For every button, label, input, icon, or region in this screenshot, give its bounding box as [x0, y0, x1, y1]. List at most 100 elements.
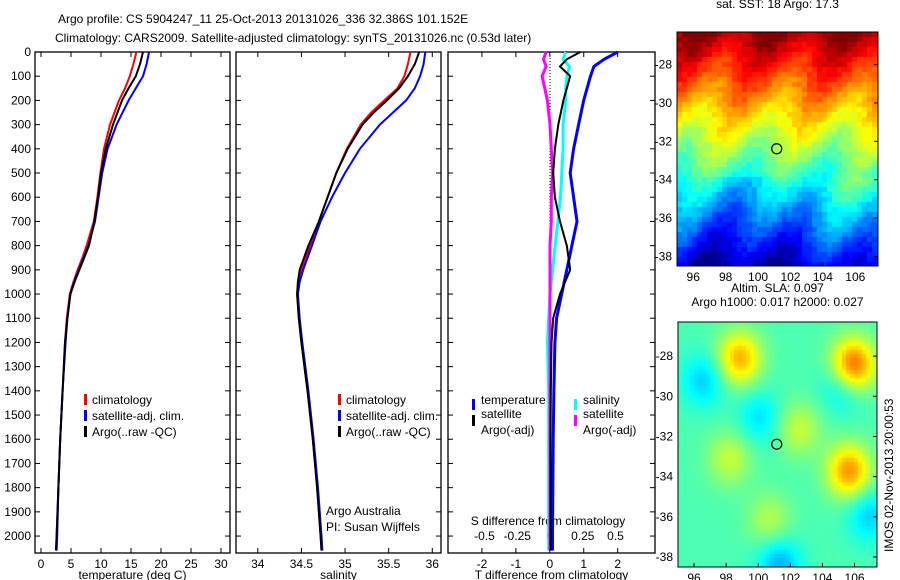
- x-tick-label: 20: [154, 557, 168, 571]
- s-tick-label: 0.5: [607, 529, 624, 543]
- legend-group-title: temperature: [481, 393, 546, 407]
- title-line1: Argo profile: CS 5904247_11 25-Oct-2013 …: [58, 12, 468, 26]
- legend-swatch: [472, 399, 475, 410]
- y-tick-label: 1300: [4, 360, 31, 374]
- lon-tick-label: 102: [780, 571, 800, 580]
- y-tick-label: 900: [11, 263, 31, 277]
- lon-tick-label: 106: [845, 270, 865, 284]
- series-line-argo-raw-qc-: [296, 51, 421, 551]
- legend-swatch: [574, 399, 577, 410]
- lon-tick-label: 98: [719, 270, 733, 284]
- lon-tick-label: 96: [687, 270, 701, 284]
- legend-swatch: [472, 415, 475, 426]
- y-tick-label: 1600: [4, 432, 31, 446]
- legend-label: satellite-adj. clim.: [92, 409, 184, 423]
- lat-tick-label: -34: [656, 470, 674, 484]
- legend-label: satellite: [481, 407, 522, 421]
- legend-swatch: [338, 426, 341, 437]
- sla-map-panel: 96 98 100 102 104 106 -28 -30 -32 -34 -36 -38 Altim.…: [656, 281, 878, 580]
- argo-location-marker: [771, 143, 783, 155]
- y-tick-label: 1000: [4, 287, 31, 301]
- x-tick-label: 25: [184, 557, 198, 571]
- legend-swatch: [338, 410, 341, 421]
- legend-label: Argo(..raw -QC): [346, 425, 431, 439]
- x-tick-label: 5: [68, 557, 75, 571]
- lat-tick-label: -32: [655, 134, 673, 148]
- x-axis-label: temperature (deg C): [78, 568, 186, 580]
- y-tick-label: 600: [11, 190, 31, 204]
- y-tick-label: 1500: [4, 408, 31, 422]
- series-line-t-satellite: [551, 50, 619, 551]
- x-tick-label: 2: [614, 557, 621, 571]
- x-tick-label: 35.5: [377, 557, 401, 571]
- x-tick-label: 0: [546, 557, 553, 571]
- x-tick-label: 15: [124, 557, 138, 571]
- sst-map-image: [677, 32, 878, 266]
- legend-label: satellite: [583, 407, 624, 421]
- x-tick-label: 35: [338, 557, 352, 571]
- map-title: sat. SST: 18 Argo: 17.3: [716, 0, 839, 11]
- footer-timestamp: IMOS 02-Nov-2013 20:00:53: [882, 398, 896, 552]
- y-tick-label: 1100: [5, 311, 31, 325]
- lat-tick-label: -34: [655, 173, 673, 187]
- legend-swatch: [84, 394, 87, 405]
- map-title: Argo h1000: 0.017 h2000: 0.027: [691, 295, 863, 309]
- x-tick-label: 34: [251, 557, 265, 571]
- plot-frame: [235, 51, 442, 554]
- legend-label: satellite-adj. clim.: [346, 409, 438, 423]
- lat-tick-label: -28: [655, 58, 673, 72]
- y-tick-label: 1900: [4, 505, 31, 519]
- x-axis-label: salinity: [320, 568, 357, 580]
- lat-tick-label: -28: [656, 349, 674, 363]
- legend-label: climatology: [346, 393, 406, 407]
- series-line-argo-raw-qc-: [55, 51, 144, 551]
- x-tick-label: 36: [426, 557, 440, 571]
- plot-frame: [34, 51, 231, 554]
- map-frame: [677, 321, 878, 568]
- x-tick-label: 30: [214, 557, 228, 571]
- x-tick-label: -2: [477, 557, 488, 571]
- argo-location-marker: [771, 438, 783, 450]
- y-tick-label: 1700: [4, 456, 31, 470]
- s-tick-label: -0.5: [474, 529, 495, 543]
- lat-tick-label: -38: [655, 249, 673, 263]
- map-title: Altim. SLA: 0.097: [731, 281, 824, 295]
- lon-tick-label: 100: [748, 270, 768, 284]
- annotation-line: Argo Australia: [326, 504, 401, 518]
- s-tick-label: 0.25: [571, 529, 595, 543]
- sst-map-panel: 96 98 100 102 104 106 -28 -30 -32 -34 -36 -38 sat. S…: [655, 0, 879, 284]
- lat-tick-label: -30: [656, 389, 674, 403]
- legend-label: Argo(-adj): [583, 423, 636, 437]
- x-tick-label: 34.5: [290, 557, 314, 571]
- lon-tick-label: 102: [780, 270, 800, 284]
- difference-panel: -2 -1 0 1 2T difference from climatology -0.5…: [447, 50, 656, 580]
- legend-swatch: [84, 410, 87, 421]
- annotation-line: PI: Susan Wijffels: [326, 520, 420, 534]
- y-tick-label: 2000: [4, 529, 31, 543]
- y-tick-label: 800: [11, 239, 31, 253]
- salinity-panel: 34 34.5 35 35.5 36 salinity climatology satelli…: [235, 51, 442, 580]
- legend-label: Argo(-adj): [481, 423, 534, 437]
- map-frame: [676, 31, 879, 267]
- legend-label: climatology: [92, 393, 152, 407]
- legend-swatch: [338, 394, 341, 405]
- lon-tick-label: 104: [813, 270, 833, 284]
- y-tick-label: 500: [11, 166, 31, 180]
- lon-tick-label: 96: [687, 571, 701, 580]
- s-tick-label: -0.25: [504, 529, 532, 543]
- y-tick-label: 0: [24, 45, 31, 59]
- y-tick-label: 1800: [4, 481, 31, 495]
- lon-tick-label: 104: [812, 571, 832, 580]
- lat-tick-label: -38: [656, 550, 674, 564]
- legend-swatch: [574, 415, 577, 426]
- lon-tick-label: 100: [748, 571, 768, 580]
- lon-tick-label: 98: [719, 571, 733, 580]
- x-tick-label: -1: [511, 557, 522, 571]
- y-tick-label: 700: [11, 214, 31, 228]
- series-line-s-satellite: [545, 51, 572, 551]
- y-tick-label: 1400: [4, 384, 31, 398]
- series-line-t-argo-adj-: [549, 51, 581, 551]
- legend-group-title: salinity: [583, 393, 620, 407]
- legend-label: Argo(..raw -QC): [92, 425, 177, 439]
- y-tick-label: 1200: [4, 335, 31, 349]
